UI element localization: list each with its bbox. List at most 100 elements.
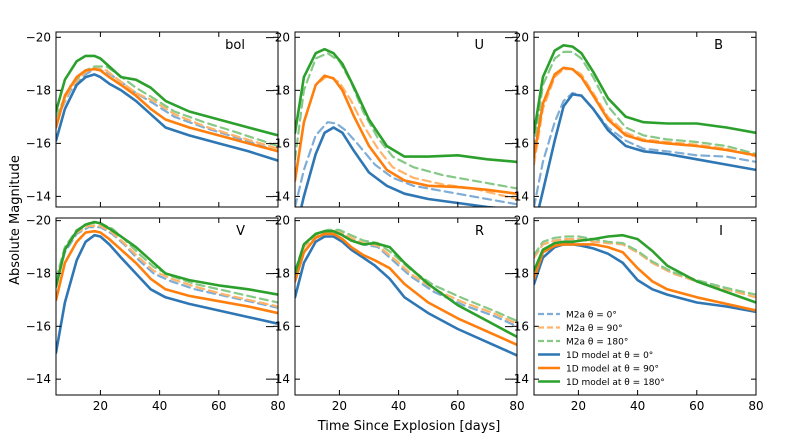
series-line [56, 226, 278, 309]
y-tick-label: −20 [265, 214, 290, 228]
series-line [534, 67, 756, 166]
series-line [56, 54, 278, 137]
panel-title: U [474, 38, 484, 53]
legend-label: 1D model at θ = 90° [566, 365, 659, 375]
series-line [534, 66, 756, 158]
series-line [56, 229, 278, 315]
series-line [295, 74, 517, 195]
panel-V: −20 −18 −16 −14 20 40 60 80 V [26, 214, 286, 413]
panel-frame [294, 217, 518, 396]
panel-frame [55, 31, 279, 208]
series-line [56, 66, 278, 150]
y-tick-label: −20 [504, 214, 529, 228]
series-line [56, 67, 278, 153]
y-tick-label: −16 [265, 136, 290, 150]
x-tick-label: 60 [689, 399, 704, 413]
x-tick-label: 40 [391, 399, 406, 413]
x-tick-label: 80 [270, 399, 285, 413]
y-tick-label: −14 [26, 372, 51, 386]
panel-title: V [236, 224, 245, 239]
series-line [534, 243, 756, 314]
y-tick-label: −14 [504, 189, 529, 203]
series-group [534, 43, 756, 207]
y-tick-label: −16 [504, 319, 529, 333]
legend: M2a θ = 0° M2a θ = 90° M2a θ = 180° 1D mode… [538, 311, 665, 388]
series-group [295, 47, 517, 207]
x-tick-label: 60 [450, 399, 465, 413]
series-line [56, 67, 278, 153]
x-tick-label: 40 [630, 399, 645, 413]
panel-frame [294, 31, 518, 208]
series-line [56, 220, 278, 296]
series-group [534, 233, 756, 314]
y-tick-label: −18 [26, 266, 51, 280]
y-tick-label: −20 [26, 214, 51, 228]
series-line [534, 50, 756, 156]
y-tick-label: −16 [26, 319, 51, 333]
y-tick-label: −14 [26, 189, 51, 203]
panel-title: R [475, 224, 484, 239]
y-tick-label: −16 [26, 136, 51, 150]
y-tick-label: −18 [26, 83, 51, 97]
series-line [295, 235, 517, 357]
series-group [56, 220, 278, 355]
series-line [537, 93, 756, 207]
series-line [295, 229, 517, 339]
series-line [56, 233, 278, 355]
panel-bol: −20 −18 −16 −14 bol [26, 30, 279, 208]
series-line [534, 43, 756, 135]
panel-frame [55, 217, 279, 396]
series-group [56, 54, 278, 162]
y-tick-label: −18 [265, 266, 290, 280]
y-tick-label: −20 [26, 30, 51, 44]
series-line [56, 65, 278, 148]
legend-label: M2a θ = 90° [566, 324, 623, 334]
panel-U: −20 −18 −16 −14 U [265, 30, 518, 208]
series-line [534, 238, 756, 299]
series-line [300, 126, 502, 207]
legend-label: M2a θ = 180° [566, 338, 628, 348]
x-tick-label: 60 [211, 399, 226, 413]
legend-label: 1D model at θ = 180° [566, 378, 665, 388]
x-tick-label: 40 [152, 399, 167, 413]
series-line [295, 47, 517, 164]
panel-title: bol [225, 38, 245, 53]
series-line [295, 232, 517, 347]
panel-frame [533, 31, 757, 208]
series-line [295, 228, 517, 323]
panel-B: −20 −18 −16 −14 B [504, 30, 757, 208]
series-line [56, 224, 278, 308]
y-tick-label: −20 [265, 30, 290, 44]
y-tick-label: −14 [504, 372, 529, 386]
legend-label: 1D model at θ = 0° [566, 351, 653, 361]
series-group [295, 228, 517, 357]
y-tick-label: −16 [265, 319, 290, 333]
series-line [295, 230, 517, 325]
y-tick-label: −18 [265, 83, 290, 97]
y-tick-label: −18 [504, 266, 529, 280]
series-line [534, 243, 756, 312]
series-line [534, 233, 756, 304]
x-tick-label: 80 [509, 399, 524, 413]
series-line [295, 230, 517, 328]
x-axis-label: Time Since Explosion [days] [317, 419, 501, 434]
panel-I: −20 −18 −16 −14 20 40 60 80 I [504, 214, 764, 413]
x-tick-label: 20 [571, 399, 586, 413]
x-tick-label: 20 [332, 399, 347, 413]
series-line [295, 121, 517, 207]
legend-label: M2a θ = 0° [566, 311, 617, 321]
panel-frame [533, 217, 757, 396]
y-tick-label: −14 [265, 372, 290, 386]
panel-R: −20 −18 −16 −14 20 40 60 80 R [265, 214, 525, 413]
x-tick-label: 20 [93, 399, 108, 413]
y-tick-label: −14 [265, 189, 290, 203]
panel-title: I [719, 224, 723, 239]
y-axis-label: Absolute Magnitude [8, 155, 23, 285]
y-tick-label: −20 [504, 30, 529, 44]
y-tick-label: −18 [504, 83, 529, 97]
series-line [295, 52, 517, 190]
x-tick-label: 80 [748, 399, 763, 413]
panel-title: B [714, 38, 723, 53]
